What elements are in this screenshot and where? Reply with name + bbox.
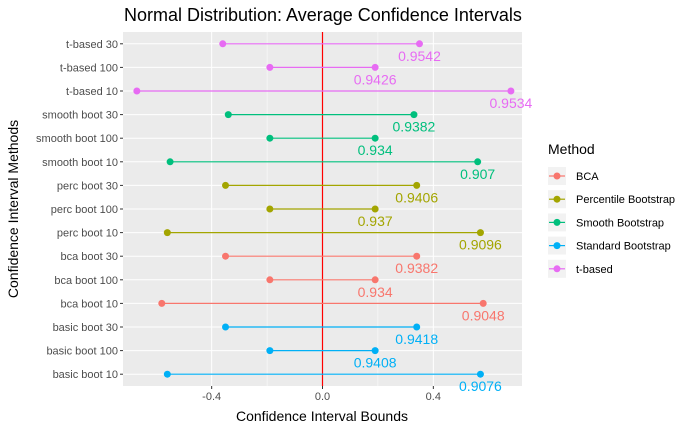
- coverage-label: 0.9406: [395, 189, 438, 205]
- legend-label: Smooth Bootstrap: [576, 217, 664, 229]
- x-axis: -0.4 0.0 0.4: [202, 386, 441, 403]
- upper-bound-point: [474, 158, 482, 166]
- x-tick-label: 0.4: [426, 391, 441, 403]
- lower-bound-point: [266, 205, 274, 213]
- y-tick-label: perc boot 30: [57, 180, 118, 192]
- lower-bound-point: [222, 252, 230, 260]
- coverage-label: 0.9408: [354, 355, 397, 371]
- legend-label: Percentile Bootstrap: [576, 194, 675, 206]
- legend-title: Method: [548, 141, 595, 157]
- y-axis-title: Confidence Interval Methods: [5, 120, 21, 298]
- legend-key-point: [553, 172, 561, 180]
- upper-bound-point: [371, 205, 379, 213]
- x-tick-label: 0.0: [315, 391, 330, 403]
- y-tick-label: bca boot 30: [61, 251, 119, 263]
- legend: Method BCA Percentile Bootstrap Smooth Boo…: [548, 141, 675, 278]
- upper-bound-point: [507, 87, 515, 95]
- coverage-label: 0.9426: [354, 71, 397, 87]
- lower-bound-point: [266, 134, 274, 142]
- upper-bound-point: [479, 299, 487, 307]
- upper-bound-point: [371, 347, 379, 355]
- upper-bound-point: [413, 252, 421, 260]
- y-tick-label: t-based 10: [66, 86, 118, 98]
- upper-bound-point: [371, 134, 379, 142]
- y-tick-label: smooth boot 10: [42, 157, 118, 169]
- coverage-label: 0.9096: [459, 237, 502, 253]
- coverage-label: 0.9382: [395, 260, 438, 276]
- y-axis: basic boot 10 basic boot 100 basic boot 30…: [36, 39, 123, 381]
- upper-bound-point: [413, 323, 421, 331]
- upper-bound-point: [371, 276, 379, 284]
- y-tick-label: smooth boot 30: [42, 110, 118, 122]
- y-tick-label: t-based 30: [66, 39, 118, 51]
- y-tick-label: bca boot 10: [61, 298, 119, 310]
- lower-bound-point: [163, 370, 171, 378]
- legend-key-point: [553, 218, 561, 226]
- lower-bound-point: [133, 87, 141, 95]
- y-tick-label: perc boot 100: [51, 204, 118, 216]
- legend-label: t-based: [576, 264, 613, 276]
- lower-bound-point: [166, 158, 174, 166]
- y-tick-label: perc boot 10: [57, 228, 118, 240]
- coverage-label: 0.9382: [393, 119, 436, 135]
- x-tick-label: -0.4: [202, 391, 221, 403]
- data-marks: [133, 40, 515, 378]
- upper-bound-point: [371, 63, 379, 71]
- lower-bound-point: [158, 299, 166, 307]
- y-tick-label: basic boot 30: [53, 322, 118, 334]
- upper-bound-point: [410, 111, 418, 119]
- data-labels: 0.90760.94080.94180.90480.9340.93820.909…: [354, 48, 533, 394]
- y-tick-label: t-based 100: [60, 62, 118, 74]
- lower-bound-point: [219, 40, 227, 48]
- lower-bound-point: [266, 276, 274, 284]
- legend-key-point: [553, 265, 561, 273]
- coverage-label: 0.907: [460, 166, 495, 182]
- upper-bound-point: [476, 370, 484, 378]
- coverage-label: 0.9542: [398, 48, 441, 64]
- coverage-label: 0.9048: [462, 307, 505, 323]
- coverage-label: 0.934: [358, 142, 393, 158]
- y-tick-label: smooth boot 100: [36, 133, 118, 145]
- y-tick-label: bca boot 100: [54, 275, 118, 287]
- lower-bound-point: [222, 323, 230, 331]
- legend-label: BCA: [576, 171, 599, 183]
- upper-bound-point: [415, 40, 423, 48]
- coverage-label: 0.9534: [490, 95, 533, 111]
- legend-key-point: [553, 242, 561, 250]
- coverage-label: 0.934: [358, 284, 393, 300]
- coverage-label: 0.937: [358, 213, 393, 229]
- lower-bound-point: [266, 63, 274, 71]
- legend-label: Standard Bootstrap: [576, 241, 671, 253]
- lower-bound-point: [224, 111, 232, 119]
- lower-bound-point: [163, 229, 171, 237]
- chart-title: Normal Distribution: Average Confidence …: [124, 5, 522, 25]
- lower-bound-point: [222, 181, 230, 189]
- x-axis-title: Confidence Interval Bounds: [236, 408, 408, 424]
- upper-bound-point: [476, 229, 484, 237]
- upper-bound-point: [413, 181, 421, 189]
- coverage-label: 0.9076: [459, 378, 502, 394]
- y-tick-label: basic boot 10: [53, 369, 118, 381]
- y-tick-label: basic boot 100: [46, 346, 118, 358]
- legend-key-point: [553, 195, 561, 203]
- coverage-label: 0.9418: [395, 331, 438, 347]
- lower-bound-point: [266, 347, 274, 355]
